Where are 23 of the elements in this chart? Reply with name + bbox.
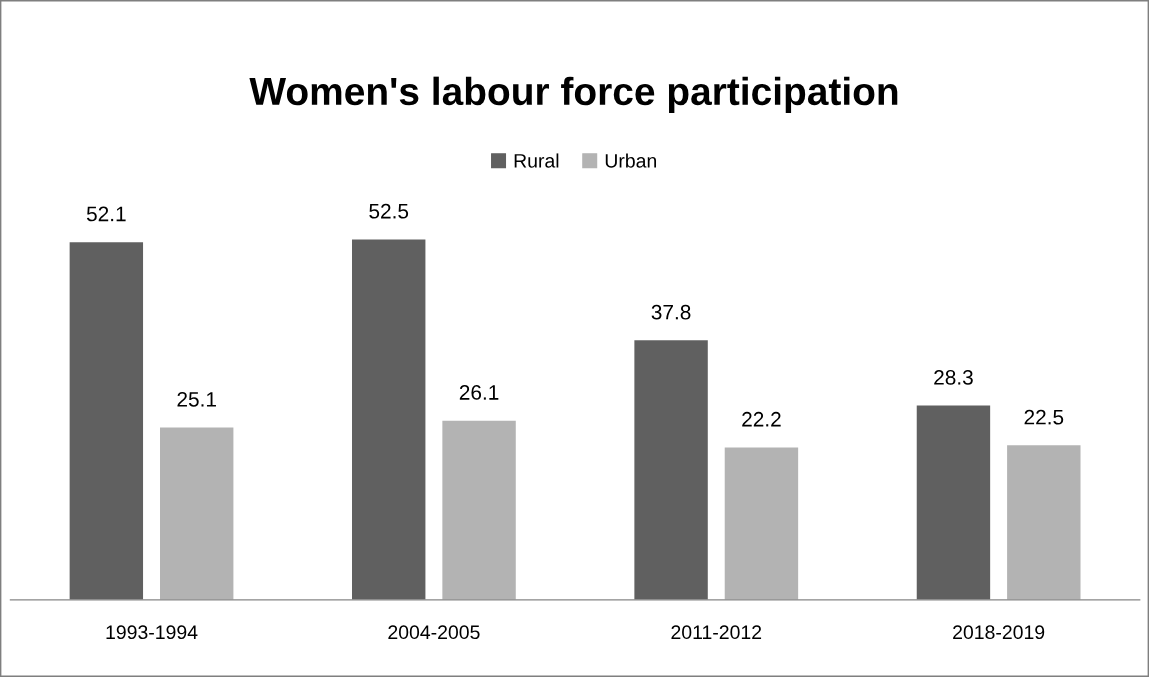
data-label: 26.1 — [459, 385, 499, 400]
bar — [69, 242, 144, 600]
legend-label: Rural — [514, 153, 559, 168]
data-label: 22.5 — [1024, 409, 1064, 425]
x-tick-label: 2011-2012 — [671, 625, 762, 640]
data-label: 22.2 — [742, 411, 781, 427]
x-tick-label: 2004-2005 — [388, 625, 480, 640]
data-label: 28.3 — [934, 369, 973, 385]
bar — [1007, 445, 1081, 600]
legend-label: Urban — [605, 153, 657, 168]
bar — [724, 447, 799, 600]
bar — [442, 420, 516, 600]
x-tick-label: 2018-2019 — [953, 625, 1045, 640]
bar — [634, 340, 708, 600]
bar — [916, 405, 991, 600]
data-label: 52.5 — [369, 203, 409, 219]
bar — [160, 427, 234, 600]
data-label: 25.1 — [177, 391, 216, 407]
data-label: 52.1 — [86, 206, 126, 222]
chart-title: Women's labour force participation — [249, 76, 898, 113]
x-tick-label: 1993-1994 — [106, 625, 198, 640]
data-label: 37.8 — [651, 304, 691, 320]
bar — [352, 239, 426, 600]
